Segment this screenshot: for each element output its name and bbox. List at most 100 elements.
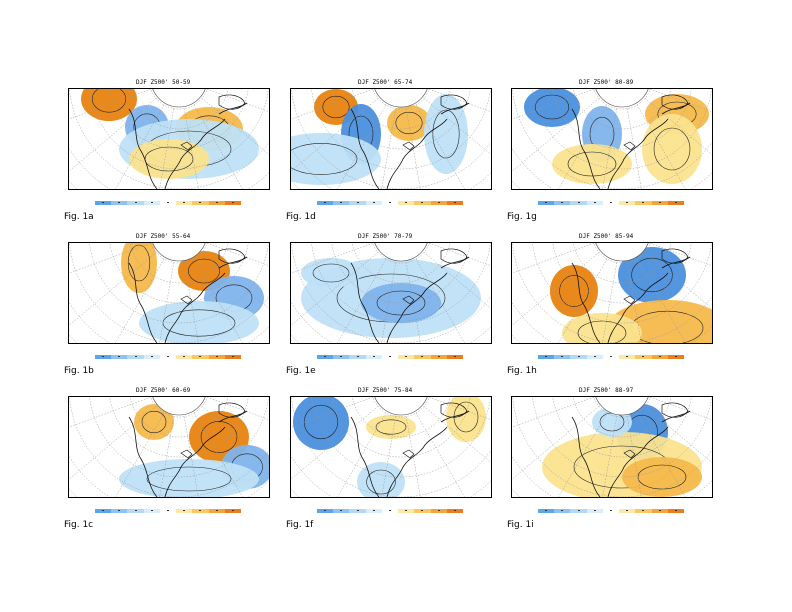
colorbar-tick [317, 201, 333, 205]
figure-label: Fig. 1g [507, 212, 537, 222]
pole-cap [152, 243, 206, 262]
colorbar-tick [652, 509, 668, 513]
figure-label: Fig. 1b [64, 366, 94, 376]
colorbar-ticks [538, 509, 684, 513]
colorbar-tick [160, 509, 176, 513]
colorbar-tick [431, 355, 447, 359]
colorbar-tick [111, 201, 127, 205]
pole-cap [595, 243, 649, 262]
colorbar-tick [603, 201, 619, 205]
great-lakes [402, 295, 415, 305]
figure-label: Fig. 1a [64, 212, 94, 222]
polar-map [511, 242, 713, 344]
colorbar-tick [668, 201, 684, 205]
colorbar-tick [366, 355, 382, 359]
coastline [350, 410, 470, 497]
polar-map [68, 88, 270, 190]
greenland [218, 248, 246, 264]
latitude-circle [532, 397, 712, 478]
anomaly-region [357, 462, 405, 497]
colorbar-tick [570, 509, 586, 513]
colorbar-tick [538, 355, 554, 359]
polar-map [290, 88, 492, 190]
colorbar-tick [382, 355, 398, 359]
contour-line [375, 419, 407, 435]
latitude-circle [311, 89, 491, 170]
contour-line [188, 258, 220, 284]
anomaly-region [387, 105, 431, 141]
panel-title: DJF Z500' 88-97 [579, 387, 634, 394]
colorbar-tick [225, 201, 241, 205]
latitude-circle [351, 397, 451, 438]
figure-label: Fig. 1e [286, 366, 316, 376]
colorbar-tick [111, 509, 127, 513]
greenland [440, 94, 468, 110]
colorbar-tick [127, 509, 143, 513]
greenland [218, 402, 246, 418]
colorbar-tick [382, 201, 398, 205]
anomaly-map-svg [512, 89, 712, 189]
greenland [661, 248, 689, 264]
colorbar-tick [144, 509, 160, 513]
contour-line [91, 89, 127, 113]
contour-line [312, 263, 350, 283]
colorbar-tick [317, 355, 333, 359]
colorbar-tick [333, 509, 349, 513]
anomaly-region [139, 301, 259, 343]
anomaly-region [642, 114, 702, 184]
colorbar-tick [225, 355, 241, 359]
contour-line [376, 290, 426, 316]
anomaly-map-svg [291, 243, 491, 343]
anomaly-region [524, 89, 580, 127]
coastline [350, 102, 470, 189]
anomaly-map-svg [69, 243, 269, 343]
contour-line [146, 466, 232, 492]
contour-line [534, 94, 570, 120]
colorbar-tick [317, 509, 333, 513]
colorbar-tick [414, 509, 430, 513]
colorbar-tick [176, 201, 192, 205]
latitude-circle [572, 397, 672, 438]
coastline [571, 256, 691, 343]
anomaly-region [301, 258, 361, 288]
latitude-circle [311, 397, 491, 478]
anomaly-region [121, 243, 157, 293]
colorbar-ticks [538, 201, 684, 205]
colorbar-tick [176, 355, 192, 359]
colorbar-tick [382, 509, 398, 513]
colorbar-tick [447, 509, 463, 513]
latitude-circle [129, 243, 229, 284]
figure-label: Fig. 1f [286, 520, 314, 530]
pole-cap [595, 397, 649, 416]
colorbar-tick [127, 355, 143, 359]
colorbar-tick [414, 355, 430, 359]
coastline [350, 256, 470, 343]
colorbar-tick [398, 201, 414, 205]
contour-line [200, 421, 238, 453]
great-lakes [402, 449, 415, 459]
colorbar-tick [414, 201, 430, 205]
colorbar-tick [366, 201, 382, 205]
colorbar-tick [398, 355, 414, 359]
anomaly-map-svg [291, 397, 491, 497]
colorbar-tick [619, 201, 635, 205]
coastline [571, 410, 691, 497]
latitude-circle [351, 89, 451, 130]
pole-cap [374, 397, 428, 416]
colorbar-ticks [95, 509, 241, 513]
contour-line [366, 469, 396, 495]
colorbar-ticks [95, 355, 241, 359]
colorbar-tick [144, 201, 160, 205]
colorbar-tick [431, 201, 447, 205]
polar-map [511, 396, 713, 498]
colorbar-tick [192, 509, 208, 513]
anomaly-region [446, 397, 486, 442]
colorbar-tick [192, 201, 208, 205]
colorbar-tick [603, 509, 619, 513]
colorbar-tick [570, 201, 586, 205]
great-lakes [623, 141, 636, 151]
colorbar-tick [538, 201, 554, 205]
coastline [128, 102, 248, 189]
anomaly-map-svg [69, 397, 269, 497]
great-lakes [402, 141, 415, 151]
